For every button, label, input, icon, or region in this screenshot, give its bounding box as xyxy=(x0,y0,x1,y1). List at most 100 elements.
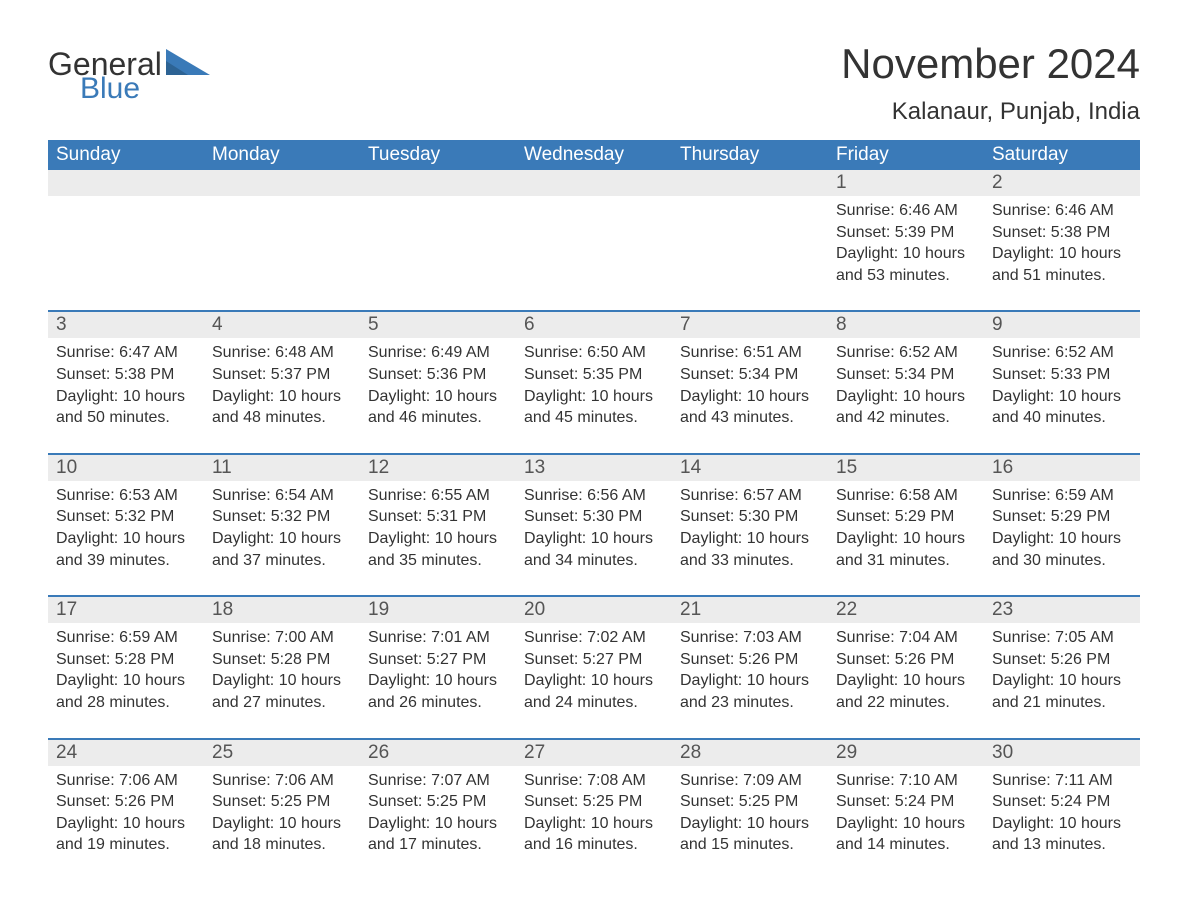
sunset-text: Sunset: 5:39 PM xyxy=(836,222,976,244)
brand-logo: General Blue xyxy=(48,48,210,104)
sunset-text: Sunset: 5:25 PM xyxy=(212,791,352,813)
day-cell xyxy=(48,196,204,310)
sunrise-text: Sunrise: 7:11 AM xyxy=(992,770,1132,792)
day-number: 25 xyxy=(204,740,360,766)
sunset-text: Sunset: 5:24 PM xyxy=(992,791,1132,813)
day-number: 20 xyxy=(516,597,672,623)
daylight-text: Daylight: 10 hours and 18 minutes. xyxy=(212,813,352,856)
daylight-text: Daylight: 10 hours and 22 minutes. xyxy=(836,670,976,713)
sunrise-text: Sunrise: 6:49 AM xyxy=(368,342,508,364)
daylight-text: Daylight: 10 hours and 40 minutes. xyxy=(992,386,1132,429)
daylight-text: Daylight: 10 hours and 53 minutes. xyxy=(836,243,976,286)
daylight-text: Daylight: 10 hours and 48 minutes. xyxy=(212,386,352,429)
day-cell: Sunrise: 6:48 AMSunset: 5:37 PMDaylight:… xyxy=(204,338,360,452)
sunrise-text: Sunrise: 7:07 AM xyxy=(368,770,508,792)
day-cell: Sunrise: 7:05 AMSunset: 5:26 PMDaylight:… xyxy=(984,623,1140,737)
day-number: 3 xyxy=(48,312,204,338)
sunrise-text: Sunrise: 6:47 AM xyxy=(56,342,196,364)
daylight-text: Daylight: 10 hours and 39 minutes. xyxy=(56,528,196,571)
sunrise-text: Sunrise: 6:59 AM xyxy=(992,485,1132,507)
sunrise-text: Sunrise: 6:57 AM xyxy=(680,485,820,507)
sunrise-text: Sunrise: 6:54 AM xyxy=(212,485,352,507)
sunset-text: Sunset: 5:37 PM xyxy=(212,364,352,386)
day-number-row: 17181920212223 xyxy=(48,595,1140,623)
day-cell: Sunrise: 7:01 AMSunset: 5:27 PMDaylight:… xyxy=(360,623,516,737)
day-cell: Sunrise: 7:07 AMSunset: 5:25 PMDaylight:… xyxy=(360,766,516,880)
sunset-text: Sunset: 5:34 PM xyxy=(836,364,976,386)
sunrise-text: Sunrise: 6:55 AM xyxy=(368,485,508,507)
day-cell: Sunrise: 7:08 AMSunset: 5:25 PMDaylight:… xyxy=(516,766,672,880)
weekday-header-cell: Friday xyxy=(828,140,984,170)
sunset-text: Sunset: 5:34 PM xyxy=(680,364,820,386)
daylight-text: Daylight: 10 hours and 16 minutes. xyxy=(524,813,664,856)
day-number: 14 xyxy=(672,455,828,481)
day-number-row: 12 xyxy=(48,170,1140,196)
day-number: 12 xyxy=(360,455,516,481)
sunset-text: Sunset: 5:36 PM xyxy=(368,364,508,386)
day-cell: Sunrise: 7:09 AMSunset: 5:25 PMDaylight:… xyxy=(672,766,828,880)
daylight-text: Daylight: 10 hours and 27 minutes. xyxy=(212,670,352,713)
weekday-header-cell: Sunday xyxy=(48,140,204,170)
day-cell: Sunrise: 6:50 AMSunset: 5:35 PMDaylight:… xyxy=(516,338,672,452)
day-number: 1 xyxy=(828,170,984,196)
day-number xyxy=(672,170,828,196)
weekday-header-cell: Tuesday xyxy=(360,140,516,170)
sunset-text: Sunset: 5:38 PM xyxy=(992,222,1132,244)
sunrise-text: Sunrise: 6:52 AM xyxy=(836,342,976,364)
sunset-text: Sunset: 5:27 PM xyxy=(524,649,664,671)
sunset-text: Sunset: 5:26 PM xyxy=(680,649,820,671)
daylight-text: Daylight: 10 hours and 14 minutes. xyxy=(836,813,976,856)
day-number: 10 xyxy=(48,455,204,481)
day-cell: Sunrise: 6:58 AMSunset: 5:29 PMDaylight:… xyxy=(828,481,984,595)
day-body-row: Sunrise: 6:53 AMSunset: 5:32 PMDaylight:… xyxy=(48,481,1140,595)
day-cell xyxy=(360,196,516,310)
sunrise-text: Sunrise: 6:46 AM xyxy=(992,200,1132,222)
daylight-text: Daylight: 10 hours and 33 minutes. xyxy=(680,528,820,571)
day-body-row: Sunrise: 7:06 AMSunset: 5:26 PMDaylight:… xyxy=(48,766,1140,880)
day-number: 15 xyxy=(828,455,984,481)
day-cell: Sunrise: 7:00 AMSunset: 5:28 PMDaylight:… xyxy=(204,623,360,737)
day-number: 18 xyxy=(204,597,360,623)
daylight-text: Daylight: 10 hours and 21 minutes. xyxy=(992,670,1132,713)
sunset-text: Sunset: 5:25 PM xyxy=(524,791,664,813)
day-cell: Sunrise: 6:52 AMSunset: 5:33 PMDaylight:… xyxy=(984,338,1140,452)
day-number: 24 xyxy=(48,740,204,766)
sunrise-text: Sunrise: 7:06 AM xyxy=(212,770,352,792)
sunrise-text: Sunrise: 6:50 AM xyxy=(524,342,664,364)
sunrise-text: Sunrise: 6:59 AM xyxy=(56,627,196,649)
month-title: November 2024 xyxy=(841,40,1140,88)
sunset-text: Sunset: 5:29 PM xyxy=(992,506,1132,528)
sunrise-text: Sunrise: 7:02 AM xyxy=(524,627,664,649)
daylight-text: Daylight: 10 hours and 50 minutes. xyxy=(56,386,196,429)
day-cell xyxy=(516,196,672,310)
day-cell: Sunrise: 6:56 AMSunset: 5:30 PMDaylight:… xyxy=(516,481,672,595)
daylight-text: Daylight: 10 hours and 17 minutes. xyxy=(368,813,508,856)
day-cell: Sunrise: 6:54 AMSunset: 5:32 PMDaylight:… xyxy=(204,481,360,595)
location-label: Kalanaur, Punjab, India xyxy=(841,98,1140,126)
sunrise-text: Sunrise: 7:08 AM xyxy=(524,770,664,792)
day-number: 19 xyxy=(360,597,516,623)
sunrise-text: Sunrise: 7:05 AM xyxy=(992,627,1132,649)
day-cell: Sunrise: 6:53 AMSunset: 5:32 PMDaylight:… xyxy=(48,481,204,595)
day-number-row: 3456789 xyxy=(48,310,1140,338)
day-cell: Sunrise: 6:52 AMSunset: 5:34 PMDaylight:… xyxy=(828,338,984,452)
daylight-text: Daylight: 10 hours and 34 minutes. xyxy=(524,528,664,571)
day-number: 29 xyxy=(828,740,984,766)
day-cell: Sunrise: 6:57 AMSunset: 5:30 PMDaylight:… xyxy=(672,481,828,595)
day-number: 26 xyxy=(360,740,516,766)
day-cell: Sunrise: 6:47 AMSunset: 5:38 PMDaylight:… xyxy=(48,338,204,452)
sunset-text: Sunset: 5:25 PM xyxy=(368,791,508,813)
sunrise-text: Sunrise: 7:03 AM xyxy=(680,627,820,649)
day-number xyxy=(516,170,672,196)
calendar: SundayMondayTuesdayWednesdayThursdayFrid… xyxy=(48,140,1140,880)
day-number: 5 xyxy=(360,312,516,338)
daylight-text: Daylight: 10 hours and 35 minutes. xyxy=(368,528,508,571)
day-number: 27 xyxy=(516,740,672,766)
day-number: 13 xyxy=(516,455,672,481)
sunset-text: Sunset: 5:27 PM xyxy=(368,649,508,671)
daylight-text: Daylight: 10 hours and 24 minutes. xyxy=(524,670,664,713)
header: General Blue November 2024 Kalanaur, Pun… xyxy=(48,40,1140,126)
daylight-text: Daylight: 10 hours and 28 minutes. xyxy=(56,670,196,713)
daylight-text: Daylight: 10 hours and 43 minutes. xyxy=(680,386,820,429)
daylight-text: Daylight: 10 hours and 30 minutes. xyxy=(992,528,1132,571)
